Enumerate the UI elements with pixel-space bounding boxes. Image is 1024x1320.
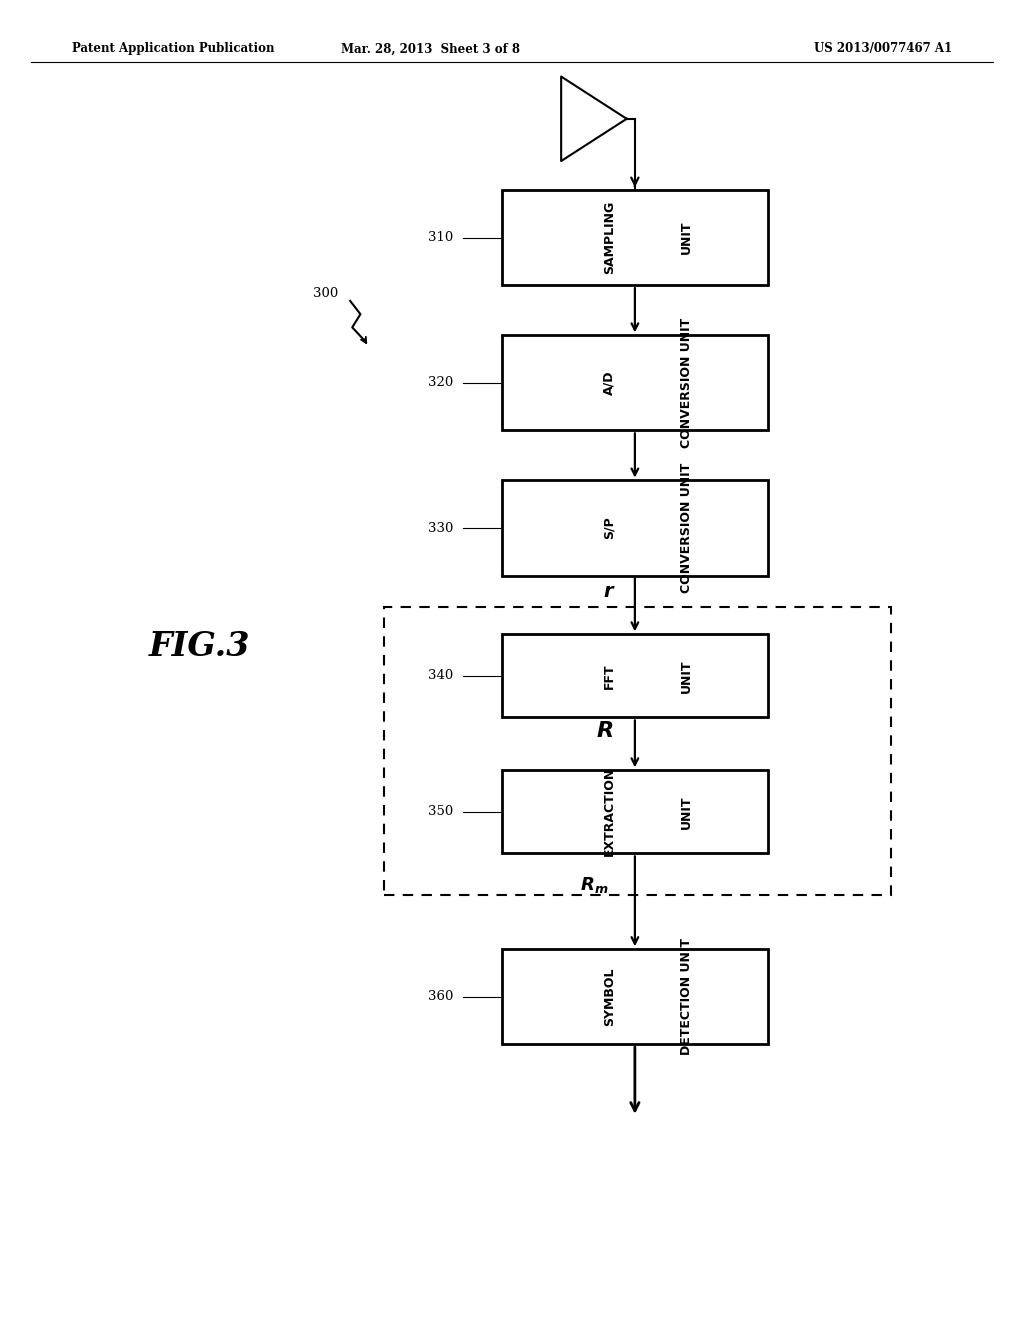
Text: Patent Application Publication: Patent Application Publication	[72, 42, 274, 55]
Text: 330: 330	[428, 521, 453, 535]
Text: A/D: A/D	[603, 371, 615, 395]
Text: 350: 350	[428, 805, 453, 818]
Text: $\boldsymbol{R}$: $\boldsymbol{R}$	[596, 721, 612, 741]
Bar	[502, 770, 768, 853]
Text: $\boldsymbol{R}_{\boldsymbol{m}}$: $\boldsymbol{R}_{\boldsymbol{m}}$	[580, 875, 608, 895]
Text: S/P: S/P	[603, 516, 615, 540]
Text: 340: 340	[428, 669, 453, 682]
Text: UNIT: UNIT	[680, 659, 692, 693]
Text: CONVERSION UNIT: CONVERSION UNIT	[680, 463, 692, 593]
Text: 320: 320	[428, 376, 453, 389]
Bar	[502, 335, 768, 430]
Bar	[384, 607, 891, 895]
Text: UNIT: UNIT	[680, 220, 692, 255]
Bar	[502, 190, 768, 285]
Text: 360: 360	[428, 990, 453, 1003]
Text: FIG.3: FIG.3	[148, 630, 251, 663]
Text: Mar. 28, 2013  Sheet 3 of 8: Mar. 28, 2013 Sheet 3 of 8	[341, 42, 519, 55]
Bar	[502, 634, 768, 718]
Text: EXTRACTION: EXTRACTION	[603, 767, 615, 857]
Bar	[502, 949, 768, 1044]
Text: SYMBOL: SYMBOL	[603, 968, 615, 1026]
Text: SAMPLING: SAMPLING	[603, 201, 615, 275]
Text: $\boldsymbol{r}$: $\boldsymbol{r}$	[603, 582, 615, 601]
Text: US 2013/0077467 A1: US 2013/0077467 A1	[814, 42, 952, 55]
Text: 300: 300	[313, 286, 338, 300]
Text: DETECTION UNIT: DETECTION UNIT	[680, 939, 692, 1055]
Text: CONVERSION UNIT: CONVERSION UNIT	[680, 318, 692, 447]
Text: 310: 310	[428, 231, 453, 244]
Text: FFT: FFT	[603, 663, 615, 689]
Bar	[502, 480, 768, 576]
Text: UNIT: UNIT	[680, 795, 692, 829]
